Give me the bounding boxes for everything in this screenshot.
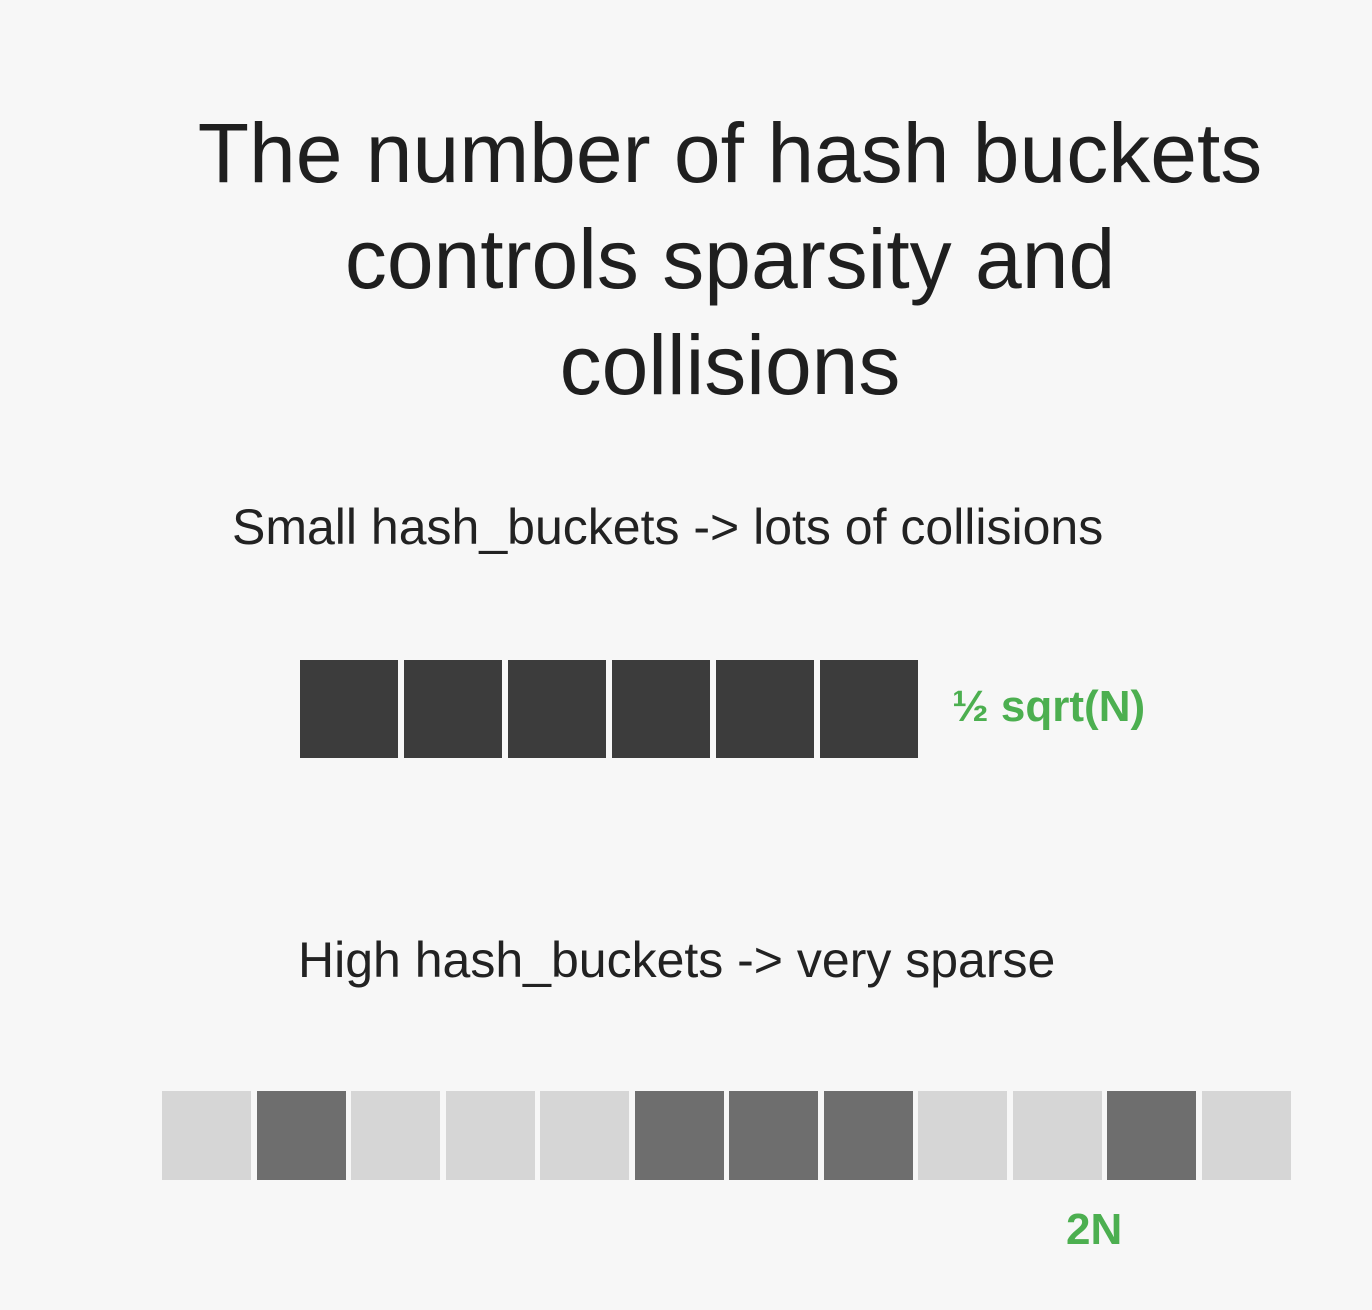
small-buckets-size-label: ½ sqrt(N): [952, 682, 1146, 731]
small-bucket-row: [300, 660, 918, 758]
filled-bucket: [300, 660, 398, 758]
filled-bucket: [404, 660, 502, 758]
filled-bucket: [729, 1091, 818, 1180]
filled-bucket: [612, 660, 710, 758]
filled-bucket: [256, 1091, 346, 1180]
high-buckets-caption: High hash_buckets -> very sparse: [298, 932, 1056, 988]
empty-bucket: [351, 1091, 440, 1180]
filled-bucket: [1107, 1091, 1196, 1180]
high-buckets-size-label: 2N: [1066, 1205, 1123, 1254]
empty-bucket: [445, 1091, 535, 1180]
filled-bucket: [634, 1091, 724, 1180]
filled-bucket: [823, 1091, 913, 1180]
title-line-2: controls sparsity and: [344, 212, 1116, 306]
filled-bucket: [716, 660, 814, 758]
empty-bucket: [540, 1091, 629, 1180]
empty-bucket: [1201, 1091, 1291, 1180]
title-line-1: The number of hash buckets: [197, 106, 1263, 200]
empty-bucket: [1012, 1091, 1102, 1180]
high-bucket-row: [162, 1091, 1291, 1180]
filled-bucket: [508, 660, 606, 758]
slide-title: The number of hash buckets controls spar…: [80, 100, 1372, 418]
filled-bucket: [820, 660, 918, 758]
empty-bucket: [918, 1091, 1007, 1180]
title-line-3: collisions: [559, 318, 901, 412]
small-buckets-caption: Small hash_buckets -> lots of collisions: [232, 499, 1104, 555]
empty-bucket: [162, 1091, 251, 1180]
